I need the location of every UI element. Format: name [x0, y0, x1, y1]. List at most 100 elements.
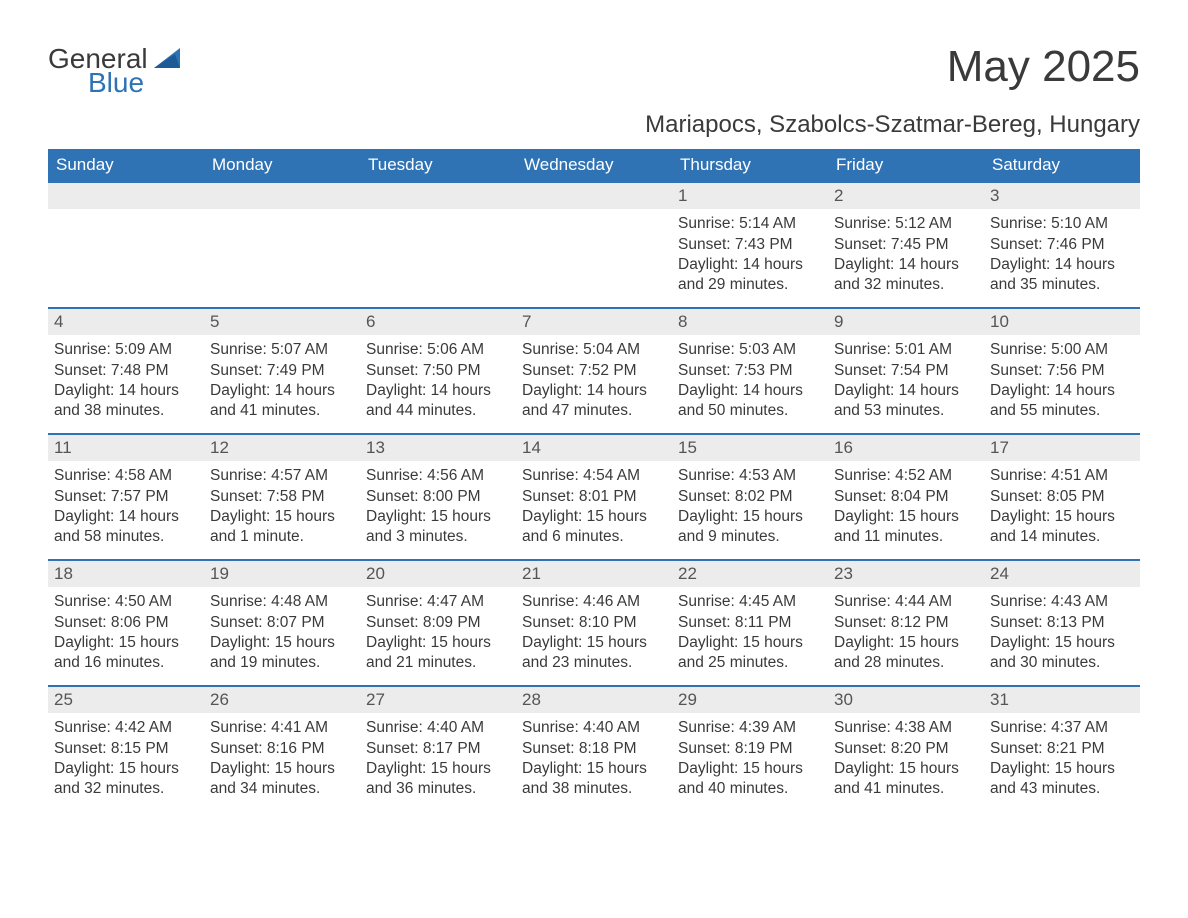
- daylight-line: Daylight: 14 hours and 47 minutes.: [522, 381, 666, 422]
- day-number-bar: 4: [48, 309, 204, 335]
- day-body: [516, 209, 672, 220]
- day-number-bar: [516, 183, 672, 209]
- sunset-line: Sunset: 7:54 PM: [834, 361, 978, 381]
- weekday-header: Monday: [204, 149, 360, 182]
- day-number-bar: 5: [204, 309, 360, 335]
- day-cell: 20Sunrise: 4:47 AMSunset: 8:09 PMDayligh…: [360, 560, 516, 686]
- sunrise-line: Sunrise: 4:42 AM: [54, 718, 198, 738]
- day-cell: 16Sunrise: 4:52 AMSunset: 8:04 PMDayligh…: [828, 434, 984, 560]
- sunset-line: Sunset: 8:15 PM: [54, 739, 198, 759]
- calendar-row: 11Sunrise: 4:58 AMSunset: 7:57 PMDayligh…: [48, 434, 1140, 560]
- day-body: Sunrise: 4:44 AMSunset: 8:12 PMDaylight:…: [828, 587, 984, 680]
- sunset-line: Sunset: 8:02 PM: [678, 487, 822, 507]
- day-cell: 18Sunrise: 4:50 AMSunset: 8:06 PMDayligh…: [48, 560, 204, 686]
- day-body: Sunrise: 4:53 AMSunset: 8:02 PMDaylight:…: [672, 461, 828, 554]
- day-body: Sunrise: 5:12 AMSunset: 7:45 PMDaylight:…: [828, 209, 984, 302]
- sunrise-line: Sunrise: 4:54 AM: [522, 466, 666, 486]
- month-title: May 2025: [947, 45, 1140, 89]
- sunrise-line: Sunrise: 4:45 AM: [678, 592, 822, 612]
- logo: General Blue: [48, 45, 180, 97]
- day-cell: 30Sunrise: 4:38 AMSunset: 8:20 PMDayligh…: [828, 686, 984, 812]
- day-cell: 31Sunrise: 4:37 AMSunset: 8:21 PMDayligh…: [984, 686, 1140, 812]
- sunset-line: Sunset: 7:52 PM: [522, 361, 666, 381]
- sunrise-line: Sunrise: 4:51 AM: [990, 466, 1134, 486]
- sunrise-line: Sunrise: 4:40 AM: [522, 718, 666, 738]
- day-cell: 25Sunrise: 4:42 AMSunset: 8:15 PMDayligh…: [48, 686, 204, 812]
- sunrise-line: Sunrise: 4:53 AM: [678, 466, 822, 486]
- empty-cell: [48, 182, 204, 308]
- sunset-line: Sunset: 7:49 PM: [210, 361, 354, 381]
- sunset-line: Sunset: 7:53 PM: [678, 361, 822, 381]
- day-body: Sunrise: 4:39 AMSunset: 8:19 PMDaylight:…: [672, 713, 828, 806]
- weekday-row: SundayMondayTuesdayWednesdayThursdayFrid…: [48, 149, 1140, 182]
- sunrise-line: Sunrise: 5:07 AM: [210, 340, 354, 360]
- sunset-line: Sunset: 7:48 PM: [54, 361, 198, 381]
- empty-cell: [204, 182, 360, 308]
- sunset-line: Sunset: 8:20 PM: [834, 739, 978, 759]
- header-row: General Blue May 2025: [48, 45, 1140, 97]
- sunrise-line: Sunrise: 5:09 AM: [54, 340, 198, 360]
- day-number-bar: 12: [204, 435, 360, 461]
- day-number-bar: 3: [984, 183, 1140, 209]
- day-body: Sunrise: 4:40 AMSunset: 8:17 PMDaylight:…: [360, 713, 516, 806]
- sunset-line: Sunset: 8:13 PM: [990, 613, 1134, 633]
- day-number-bar: 1: [672, 183, 828, 209]
- sunset-line: Sunset: 7:58 PM: [210, 487, 354, 507]
- day-body: [204, 209, 360, 220]
- sunset-line: Sunset: 8:16 PM: [210, 739, 354, 759]
- day-number-bar: 15: [672, 435, 828, 461]
- day-cell: 28Sunrise: 4:40 AMSunset: 8:18 PMDayligh…: [516, 686, 672, 812]
- sunrise-line: Sunrise: 5:00 AM: [990, 340, 1134, 360]
- day-cell: 4 Sunrise: 5:09 AMSunset: 7:48 PMDaylight…: [48, 308, 204, 434]
- day-body: Sunrise: 4:45 AMSunset: 8:11 PMDaylight:…: [672, 587, 828, 680]
- day-cell: 9Sunrise: 5:01 AMSunset: 7:54 PMDaylight…: [828, 308, 984, 434]
- day-cell: 21Sunrise: 4:46 AMSunset: 8:10 PMDayligh…: [516, 560, 672, 686]
- day-cell: 2Sunrise: 5:12 AMSunset: 7:45 PMDaylight…: [828, 182, 984, 308]
- sunset-line: Sunset: 8:17 PM: [366, 739, 510, 759]
- daylight-line: Daylight: 14 hours and 55 minutes.: [990, 381, 1134, 422]
- day-cell: 22Sunrise: 4:45 AMSunset: 8:11 PMDayligh…: [672, 560, 828, 686]
- daylight-line: Daylight: 15 hours and 23 minutes.: [522, 633, 666, 674]
- day-number-bar: 20: [360, 561, 516, 587]
- day-body: Sunrise: 4:37 AMSunset: 8:21 PMDaylight:…: [984, 713, 1140, 806]
- daylight-line: Daylight: 15 hours and 9 minutes.: [678, 507, 822, 548]
- sunset-line: Sunset: 8:09 PM: [366, 613, 510, 633]
- day-cell: 8Sunrise: 5:03 AMSunset: 7:53 PMDaylight…: [672, 308, 828, 434]
- daylight-line: Daylight: 15 hours and 16 minutes.: [54, 633, 198, 674]
- title-block: May 2025: [947, 45, 1140, 89]
- calendar-head: SundayMondayTuesdayWednesdayThursdayFrid…: [48, 149, 1140, 182]
- day-number-bar: 13: [360, 435, 516, 461]
- day-number-bar: 2: [828, 183, 984, 209]
- day-body: Sunrise: 4:40 AMSunset: 8:18 PMDaylight:…: [516, 713, 672, 806]
- sunrise-line: Sunrise: 4:39 AM: [678, 718, 822, 738]
- sunrise-line: Sunrise: 4:56 AM: [366, 466, 510, 486]
- day-cell: 26Sunrise: 4:41 AMSunset: 8:16 PMDayligh…: [204, 686, 360, 812]
- day-number-bar: 7: [516, 309, 672, 335]
- weekday-header: Saturday: [984, 149, 1140, 182]
- daylight-line: Daylight: 14 hours and 38 minutes.: [54, 381, 198, 422]
- sunrise-line: Sunrise: 4:46 AM: [522, 592, 666, 612]
- sunrise-line: Sunrise: 4:58 AM: [54, 466, 198, 486]
- day-body: Sunrise: 4:54 AMSunset: 8:01 PMDaylight:…: [516, 461, 672, 554]
- day-body: Sunrise: 5:07 AMSunset: 7:49 PMDaylight:…: [204, 335, 360, 428]
- calendar-table: SundayMondayTuesdayWednesdayThursdayFrid…: [48, 149, 1140, 812]
- daylight-line: Daylight: 14 hours and 29 minutes.: [678, 255, 822, 296]
- weekday-header: Thursday: [672, 149, 828, 182]
- day-body: Sunrise: 5:14 AMSunset: 7:43 PMDaylight:…: [672, 209, 828, 302]
- sunrise-line: Sunrise: 5:06 AM: [366, 340, 510, 360]
- daylight-line: Daylight: 14 hours and 50 minutes.: [678, 381, 822, 422]
- daylight-line: Daylight: 15 hours and 38 minutes.: [522, 759, 666, 800]
- weekday-header: Tuesday: [360, 149, 516, 182]
- day-number-bar: [48, 183, 204, 209]
- daylight-line: Daylight: 15 hours and 25 minutes.: [678, 633, 822, 674]
- sunset-line: Sunset: 8:10 PM: [522, 613, 666, 633]
- day-number-bar: 23: [828, 561, 984, 587]
- sunrise-line: Sunrise: 4:50 AM: [54, 592, 198, 612]
- sunset-line: Sunset: 8:19 PM: [678, 739, 822, 759]
- day-number-bar: 9: [828, 309, 984, 335]
- day-number-bar: 26: [204, 687, 360, 713]
- day-number-bar: 22: [672, 561, 828, 587]
- daylight-line: Daylight: 15 hours and 41 minutes.: [834, 759, 978, 800]
- sunrise-line: Sunrise: 5:04 AM: [522, 340, 666, 360]
- calendar-row: 4Sunrise: 5:09 AMSunset: 7:48 PMDaylight…: [48, 308, 1140, 434]
